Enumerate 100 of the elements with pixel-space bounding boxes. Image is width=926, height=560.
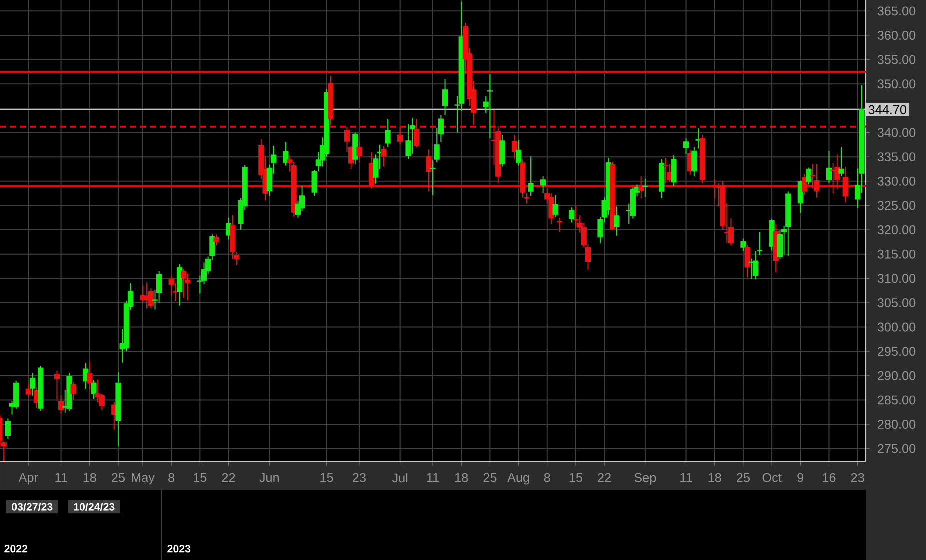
text: 2023 [168,545,191,553]
x-tick-label: 23 [353,473,366,482]
candlestick [692,146,698,178]
candlestick [683,138,690,155]
y-tick-label: 300.00 [878,322,916,332]
y-tick-label: 285.00 [878,396,916,405]
candlestick [614,206,620,236]
candlestick [556,217,562,232]
y-tick-label: 365.00 [878,6,916,16]
candlestick [842,166,848,204]
candlestick [642,178,648,198]
x-tick-label: 15 [194,473,207,482]
candlestick [30,372,36,396]
text: 03/27/23 [12,503,53,511]
candlestick [663,158,669,184]
candlestick [671,155,677,187]
x-tick-label: 15 [570,473,582,482]
candlestick [181,268,187,299]
y-tick-label: 280.00 [878,420,916,430]
candlestick [752,250,758,280]
candlestick [356,142,362,164]
x-tick-label: Jul [392,473,408,483]
text: 2022 [4,545,28,553]
candlestick [516,140,522,166]
x-tick-label: 18 [84,473,96,482]
x-tick-label: 18 [456,473,468,482]
candlestick [312,170,318,196]
y-tick-label: 350.00 [878,80,916,89]
x-tick-label: Sep [634,473,656,485]
candlestick [500,134,506,168]
candlestick [528,156,534,196]
candlestick [487,73,493,140]
candlestick [168,276,174,297]
text: 10/24/23 [74,503,115,511]
candlestick [381,146,387,168]
candlestick [398,126,404,145]
candlestick [740,238,746,252]
candlestick [540,176,546,194]
x-tick-label: 11 [56,473,68,482]
x-tick-label: 11 [680,473,692,482]
candlestick [826,150,832,184]
x-tick-label: 8 [544,473,550,482]
x-tick-label: 25 [484,473,497,482]
x-tick-label: 18 [708,473,722,482]
ref-line-label: 344.70 [868,105,906,114]
candlestick [806,167,812,186]
candlestick [696,128,702,150]
candlestick [512,134,518,160]
candlestick [802,174,808,196]
candlestick [638,176,644,199]
candlestick [214,234,220,246]
x-tick-label: May [132,473,155,485]
x-tick-label: 16 [823,473,836,482]
x-tick-label: 8 [168,473,175,482]
y-tick-label: 325.00 [878,201,916,210]
candlestick [91,380,97,400]
candlestick [58,394,64,414]
y-tick-label: 305.00 [878,298,916,308]
candlestick [414,118,420,148]
candlestick [552,194,558,218]
candlestick [87,361,93,390]
candlestick [54,370,60,400]
candlestick [410,118,416,155]
candlestick [838,146,844,178]
candlestick [569,207,575,224]
candlestick [757,231,763,256]
y-tick-label: 310.00 [878,274,916,284]
candlestick [744,244,750,278]
x-tick-label: 22 [222,473,236,482]
x-tick-label: 9 [798,473,804,482]
x-tick-label: Oct [762,473,782,482]
x-tick-label: 11 [427,473,439,482]
y-tick-label: 360.00 [878,31,916,40]
x-tick-label: 23 [851,473,864,482]
candlestick [442,78,448,116]
candlestick [70,382,76,401]
x-tick-label: 25 [737,473,750,482]
x-tick-label: 22 [598,473,611,482]
y-tick-label: 355.00 [878,55,916,64]
x-tick-label: Jun [260,473,280,482]
y-tick-label: 275.00 [878,444,916,454]
y-tick-label: 315.00 [878,250,916,259]
y-tick-label: 340.00 [878,128,916,138]
y-tick-label: 330.00 [878,176,916,186]
y-tick-label: 290.00 [878,371,916,380]
candlestick [5,418,11,440]
candlestick [777,230,784,260]
x-tick-label: 15 [320,473,334,482]
candlestick [26,384,32,398]
candlestick [426,149,432,192]
y-tick-label: 320.00 [878,226,916,234]
candlestick [834,154,840,190]
candlestick [430,160,436,196]
candlestick [814,163,820,198]
candlestick [185,273,191,302]
x-tick-label: 25 [112,473,125,482]
x-tick-label: Apr [18,473,38,485]
x-tick-label: Aug [508,473,530,485]
y-tick-label: 295.00 [878,347,916,356]
y-tick-label: 335.00 [878,152,916,162]
